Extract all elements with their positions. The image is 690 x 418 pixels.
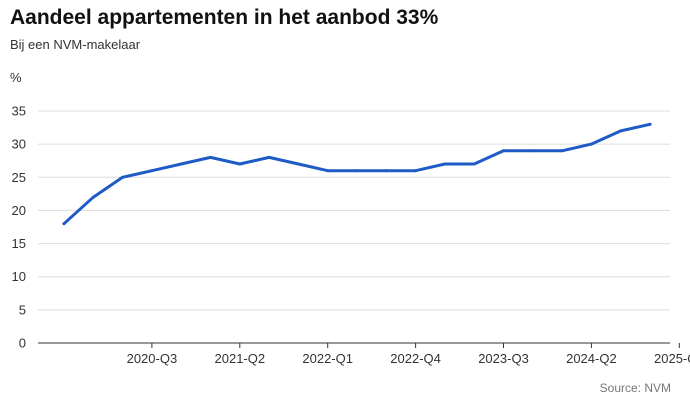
- data-point: [296, 162, 300, 166]
- y-tick-label: 30: [12, 137, 26, 152]
- data-point: [648, 122, 652, 126]
- data-point: [267, 155, 271, 159]
- chart-subtitle: Bij een NVM-makelaar: [10, 37, 141, 52]
- data-point: [238, 162, 242, 166]
- data-point: [502, 149, 505, 153]
- x-tick-label: 2022-Q1: [302, 351, 353, 366]
- y-tick-label: 0: [19, 336, 26, 351]
- data-point: [326, 169, 330, 173]
- x-tick-label: 2023-Q3: [478, 351, 529, 366]
- data-point: [121, 175, 125, 179]
- series-line: [62, 122, 652, 226]
- data-point: [355, 169, 359, 173]
- data-point: [472, 162, 476, 166]
- x-tick-label: 2021-Q2: [215, 351, 266, 366]
- data-point: [589, 142, 593, 146]
- data-point: [619, 129, 623, 133]
- data-point: [91, 195, 95, 199]
- y-tick-label: 10: [12, 269, 26, 284]
- y-axis-unit-label: %: [10, 70, 22, 85]
- chart-title: Aandeel appartementen in het aanbod 33%: [10, 6, 439, 29]
- y-tick-label: 25: [12, 170, 26, 185]
- y-tick-label: 20: [12, 203, 26, 218]
- data-point: [62, 222, 66, 226]
- data-point: [150, 169, 154, 173]
- data-point: [384, 169, 388, 173]
- data-point: [560, 149, 564, 153]
- y-tick-label: 15: [12, 236, 26, 251]
- x-tick-label: 2022-Q4: [390, 351, 441, 366]
- data-point: [443, 162, 447, 166]
- y-tick-label: 35: [12, 104, 26, 119]
- x-tick-label: 2025-Q1: [654, 351, 690, 366]
- data-point: [209, 155, 212, 159]
- y-tick-label: 5: [19, 302, 26, 317]
- x-tick-label: 2024-Q2: [566, 351, 617, 366]
- data-point: [179, 162, 183, 166]
- x-tick-label: 2020-Q3: [127, 351, 178, 366]
- source-note: Source: NVM: [599, 381, 671, 395]
- data-point: [531, 149, 535, 153]
- data-point: [414, 169, 418, 173]
